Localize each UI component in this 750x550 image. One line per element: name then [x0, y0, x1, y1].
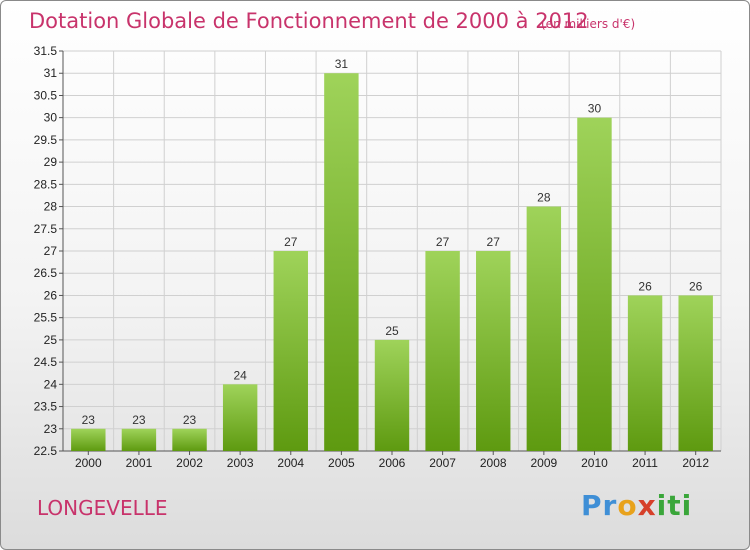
chart-title: Dotation Globale de Fonctionnement de 20…	[29, 9, 589, 33]
data-label: 27	[436, 235, 450, 249]
bar	[273, 251, 308, 451]
y-tick-label: 27.5	[34, 222, 58, 236]
x-tick-label: 2011	[632, 456, 658, 470]
bars	[71, 73, 713, 452]
y-tick-label: 24	[44, 377, 58, 391]
x-tick-label: 2008	[480, 456, 507, 470]
y-tick-label: 30.5	[34, 88, 58, 102]
logo-part: iti	[656, 489, 693, 522]
x-tick-label: 2002	[176, 456, 203, 470]
data-label: 28	[537, 191, 551, 205]
data-label: 23	[82, 413, 96, 427]
bar	[324, 73, 359, 451]
bar	[627, 295, 663, 451]
y-tick-label: 26.5	[34, 266, 58, 280]
y-tick-label: 26	[44, 288, 58, 302]
x-tick-label: 2005	[328, 456, 355, 470]
bar	[577, 117, 612, 452]
x-tick-label: 2009	[530, 456, 557, 470]
commune-name: LONGEVELLE	[37, 496, 168, 520]
data-label: 23	[183, 413, 197, 427]
x-tick-labels: 2000 2001 2002 2003 2004 2005 2006 2007 2008 2009…	[75, 456, 709, 470]
y-tick-label: 31.5	[34, 44, 58, 58]
y-tick-label: 25	[44, 333, 58, 347]
data-label: 24	[233, 368, 247, 382]
bar	[121, 428, 157, 451]
x-tick-label: 2010	[581, 456, 608, 470]
bar	[425, 251, 460, 451]
y-tick-labels: 22.5 23 23.5 24 24.5 25 25.5 26 26.5 27 27.5 28 28.5…	[34, 44, 58, 458]
value-labels: 23 23 23 24 27 31 25 27 27 28 30 26 26	[82, 57, 703, 427]
logo-part: Pr	[581, 489, 618, 522]
x-tick-label: 2006	[379, 456, 406, 470]
data-label: 27	[284, 235, 298, 249]
y-tick-label: 23	[44, 422, 58, 436]
data-label: 31	[335, 57, 349, 71]
data-label: 26	[638, 279, 652, 293]
x-tick-label: 2007	[429, 456, 456, 470]
chart-subtitle: (en milliers d'€)	[541, 17, 636, 31]
x-tick-label: 2012	[682, 456, 709, 470]
data-label: 27	[487, 235, 501, 249]
proxiti-logo: Proxiti	[581, 489, 692, 522]
x-tick-label: 2004	[277, 456, 304, 470]
y-tick-label: 23.5	[34, 400, 58, 414]
data-label: 26	[689, 279, 703, 293]
data-label: 25	[385, 324, 399, 338]
bar	[71, 428, 106, 451]
bar	[526, 206, 562, 451]
data-label: 23	[132, 413, 146, 427]
y-tick-label: 29	[44, 155, 58, 169]
x-tick-label: 2003	[227, 456, 254, 470]
logo-part: x	[637, 489, 657, 522]
bar	[476, 251, 511, 451]
y-tick-label: 30	[44, 111, 58, 125]
y-tick-label: 25.5	[34, 311, 58, 325]
x-tick-label: 2000	[75, 456, 102, 470]
bar	[172, 428, 207, 451]
y-tick-label: 22.5	[34, 444, 58, 458]
bar	[222, 384, 258, 451]
y-tick-label: 31	[44, 66, 58, 80]
logo-part: o	[617, 489, 638, 522]
y-tick-label: 29.5	[34, 133, 58, 147]
y-tick-label: 27	[44, 244, 58, 258]
data-label: 30	[588, 102, 602, 116]
y-tick-label: 28.5	[34, 177, 58, 191]
x-tick-label: 2001	[126, 456, 153, 470]
y-tick-label: 24.5	[34, 355, 58, 369]
bar	[678, 295, 713, 451]
bar	[374, 339, 410, 451]
y-tick-label: 28	[44, 200, 58, 214]
